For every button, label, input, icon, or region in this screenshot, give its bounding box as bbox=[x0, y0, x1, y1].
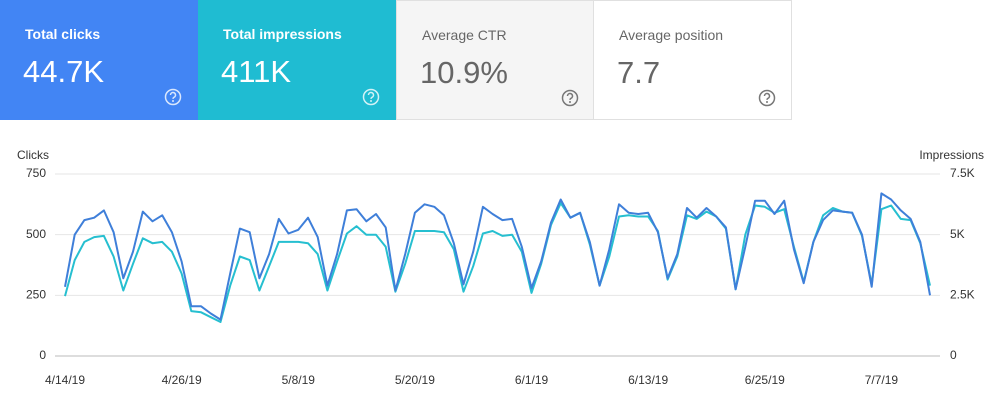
card-value: 7.7 bbox=[617, 55, 661, 90]
card-title: Average CTR bbox=[422, 27, 507, 43]
series-line bbox=[64, 202, 931, 323]
card-title: Average position bbox=[619, 27, 724, 43]
help-icon[interactable] bbox=[561, 89, 579, 107]
card[interactable]: Average CTR 10.9% bbox=[396, 0, 594, 120]
y2-tick-label: 0 bbox=[950, 348, 957, 362]
y-tick-label: 250 bbox=[26, 288, 46, 302]
y2-axis-title: Impressions bbox=[919, 148, 984, 162]
card-value: 44.7K bbox=[23, 54, 105, 89]
x-tick-label: 7/7/19 bbox=[865, 373, 899, 387]
y-tick-label: 750 bbox=[26, 166, 46, 180]
help-icon[interactable] bbox=[164, 88, 182, 106]
help-icon[interactable] bbox=[362, 88, 380, 106]
x-tick-label: 6/25/19 bbox=[745, 373, 785, 387]
help-icon[interactable] bbox=[758, 89, 776, 107]
card[interactable]: Total clicks 44.7K bbox=[0, 0, 198, 120]
card[interactable]: Total impressions 411K bbox=[198, 0, 396, 120]
card-value: 411K bbox=[221, 54, 292, 89]
y-axis-title: Clicks bbox=[17, 148, 49, 162]
x-tick-label: 6/1/19 bbox=[515, 373, 549, 387]
x-tick-label: 6/13/19 bbox=[628, 373, 668, 387]
summary-cards: Total clicks 44.7K Total impressions 411K … bbox=[0, 0, 792, 120]
card-title: Total clicks bbox=[25, 26, 101, 42]
y-tick-label: 500 bbox=[26, 227, 46, 241]
y-tick-label: 0 bbox=[39, 348, 46, 362]
x-tick-label: 4/26/19 bbox=[162, 373, 202, 387]
y2-tick-label: 2.5K bbox=[950, 288, 975, 302]
y2-tick-label: 5K bbox=[950, 227, 965, 241]
series-line bbox=[64, 192, 931, 321]
x-tick-label: 5/20/19 bbox=[395, 373, 435, 387]
card-value: 10.9% bbox=[420, 55, 508, 90]
y2-tick-label: 7.5K bbox=[950, 166, 975, 180]
card[interactable]: Average position 7.7 bbox=[594, 0, 792, 120]
x-tick-label: 5/8/19 bbox=[282, 373, 316, 387]
x-tick-label: 4/14/19 bbox=[45, 373, 85, 387]
card-title: Total impressions bbox=[223, 26, 342, 42]
